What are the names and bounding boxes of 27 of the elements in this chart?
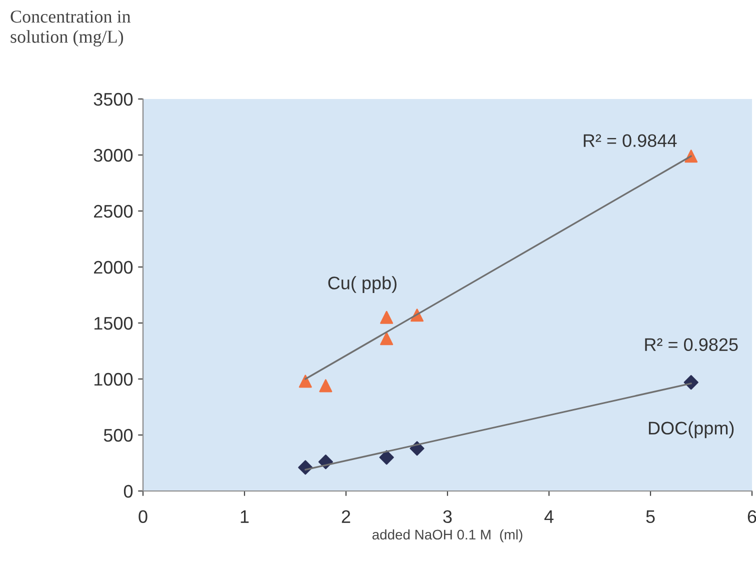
y-tick-label: 1500: [94, 316, 133, 330]
y-tick-label: 0: [124, 484, 133, 498]
point: [380, 332, 394, 346]
point: [319, 379, 332, 392]
y-tick-label: 500: [104, 428, 133, 442]
x-tick-label: 4: [544, 510, 554, 523]
point: [298, 374, 312, 388]
x-tick-label: 2: [342, 510, 350, 523]
x-tick-label: 5: [646, 510, 655, 524]
point: [380, 310, 394, 324]
y-axis-title: Concentration in solution (mg/L): [10, 10, 131, 47]
x-tick-label: 1: [240, 510, 249, 523]
y-tick-label: 2000: [94, 260, 133, 274]
y-tick-label: 3500: [94, 92, 133, 106]
point: [379, 450, 394, 465]
text: DOC(ppm): [648, 421, 734, 438]
x-axis-title: added NaOH 0.1 M (ml): [372, 529, 522, 542]
point: [684, 375, 698, 390]
annotation: R² = 0.9825: [645, 338, 738, 352]
y-tick-label: 1000: [94, 372, 133, 386]
x-tick-label: 3: [443, 510, 452, 524]
annotation: R² = 0.9844: [584, 134, 677, 147]
series-label: Cu( ppb): [328, 276, 396, 293]
x-tick-label: 0: [138, 510, 148, 524]
x-tick-label: 6: [748, 510, 756, 524]
y-tick-label: 2500: [94, 204, 133, 218]
y-tick-label: 3000: [94, 148, 133, 162]
